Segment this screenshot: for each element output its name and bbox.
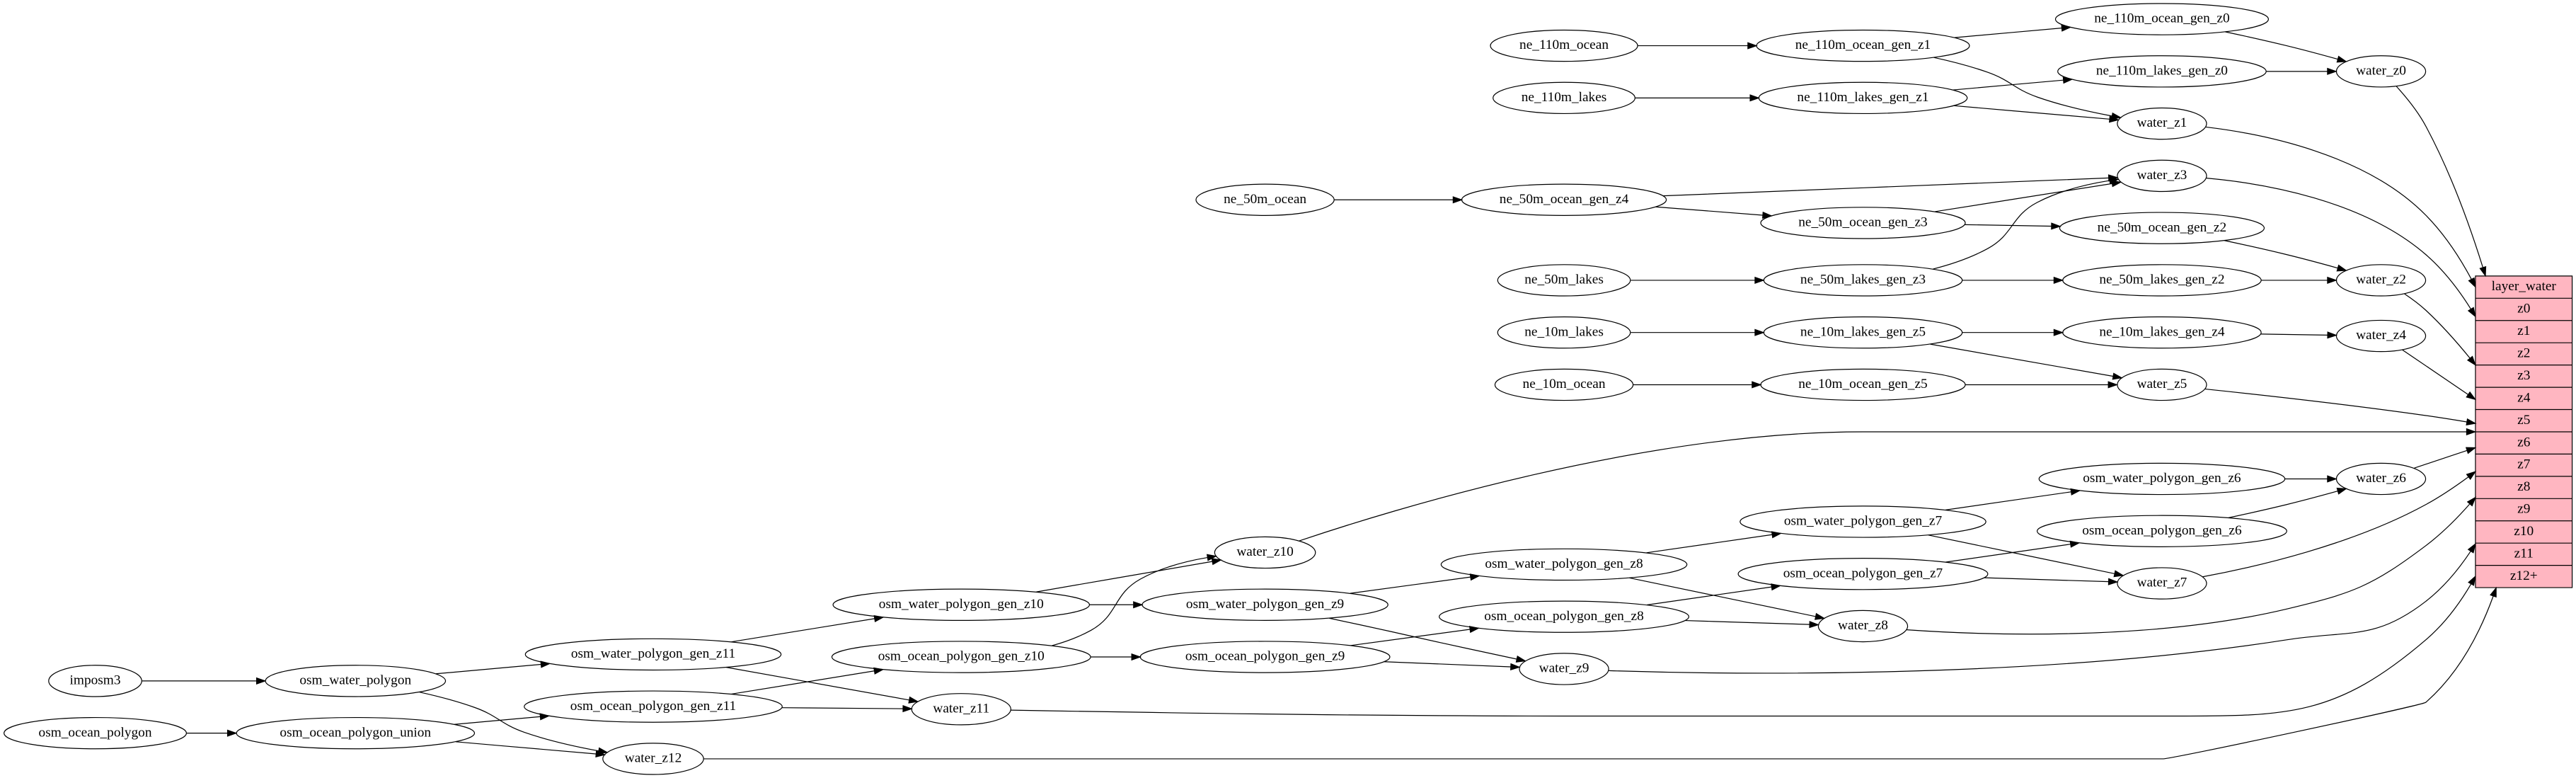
svg-text:z6: z6 bbox=[2517, 435, 2531, 450]
svg-text:osm_ocean_polygon_gen_z7: osm_ocean_polygon_gen_z7 bbox=[1783, 566, 1943, 580]
svg-text:ne_50m_lakes_gen_z2: ne_50m_lakes_gen_z2 bbox=[2099, 273, 2224, 287]
svg-text:ne_110m_ocean_gen_z0: ne_110m_ocean_gen_z0 bbox=[2094, 11, 2229, 26]
svg-text:water_z12: water_z12 bbox=[625, 751, 682, 766]
svg-text:z7: z7 bbox=[2517, 457, 2531, 472]
svg-text:ne_50m_ocean_gen_z3: ne_50m_ocean_gen_z3 bbox=[1798, 214, 1927, 229]
svg-text:ne_10m_ocean: ne_10m_ocean bbox=[1523, 377, 1606, 391]
svg-text:ne_10m_ocean_gen_z5: ne_10m_ocean_gen_z5 bbox=[1798, 377, 1927, 391]
svg-text:water_z10: water_z10 bbox=[1236, 544, 1294, 559]
svg-text:osm_ocean_polygon_gen_z8: osm_ocean_polygon_gen_z8 bbox=[1484, 609, 1643, 624]
svg-text:osm_ocean_polygon_gen_z6: osm_ocean_polygon_gen_z6 bbox=[2082, 523, 2242, 538]
svg-text:water_z4: water_z4 bbox=[2356, 328, 2406, 343]
svg-text:osm_ocean_polygon_gen_z11: osm_ocean_polygon_gen_z11 bbox=[570, 699, 736, 714]
svg-text:osm_ocean_polygon_gen_z9: osm_ocean_polygon_gen_z9 bbox=[1185, 649, 1345, 664]
svg-text:imposm3: imposm3 bbox=[70, 673, 121, 687]
svg-text:osm_water_polygon_gen_z10: osm_water_polygon_gen_z10 bbox=[879, 597, 1044, 612]
svg-text:water_z6: water_z6 bbox=[2356, 471, 2406, 486]
svg-text:water_z3: water_z3 bbox=[2137, 168, 2187, 183]
svg-text:water_z11: water_z11 bbox=[933, 701, 989, 716]
svg-text:water_z1: water_z1 bbox=[2137, 115, 2187, 130]
svg-text:ne_50m_lakes_gen_z3: ne_50m_lakes_gen_z3 bbox=[1800, 273, 1926, 287]
svg-text:z8: z8 bbox=[2517, 479, 2530, 494]
svg-text:z11: z11 bbox=[2514, 547, 2534, 561]
svg-text:osm_water_polygon_gen_z11: osm_water_polygon_gen_z11 bbox=[571, 646, 735, 661]
svg-text:layer_water: layer_water bbox=[2492, 279, 2557, 294]
svg-text:osm_ocean_polygon_union: osm_ocean_polygon_union bbox=[280, 725, 431, 740]
svg-text:ne_10m_lakes_gen_z5: ne_10m_lakes_gen_z5 bbox=[1800, 324, 1926, 339]
svg-text:ne_110m_lakes_gen_z1: ne_110m_lakes_gen_z1 bbox=[1797, 90, 1928, 105]
svg-text:osm_ocean_polygon: osm_ocean_polygon bbox=[39, 725, 152, 740]
svg-text:ne_10m_lakes: ne_10m_lakes bbox=[1524, 324, 1604, 339]
svg-text:z10: z10 bbox=[2514, 524, 2534, 539]
svg-text:z3: z3 bbox=[2517, 368, 2530, 383]
svg-text:z5: z5 bbox=[2517, 413, 2530, 428]
svg-text:water_z7: water_z7 bbox=[2137, 576, 2187, 590]
svg-text:water_z5: water_z5 bbox=[2137, 377, 2187, 391]
svg-text:water_z8: water_z8 bbox=[1838, 618, 1888, 633]
svg-text:z12+: z12+ bbox=[2510, 568, 2538, 583]
svg-text:ne_110m_ocean_gen_z1: ne_110m_ocean_gen_z1 bbox=[1795, 38, 1931, 52]
svg-text:water_z9: water_z9 bbox=[1539, 661, 1589, 676]
svg-text:osm_water_polygon_gen_z6: osm_water_polygon_gen_z6 bbox=[2083, 471, 2241, 486]
svg-text:ne_50m_ocean_gen_z4: ne_50m_ocean_gen_z4 bbox=[1500, 192, 1629, 207]
svg-text:water_z2: water_z2 bbox=[2356, 273, 2406, 287]
svg-text:water_z0: water_z0 bbox=[2356, 63, 2406, 78]
svg-text:osm_water_polygon: osm_water_polygon bbox=[299, 673, 411, 687]
svg-text:z0: z0 bbox=[2517, 302, 2530, 316]
svg-text:ne_50m_ocean: ne_50m_ocean bbox=[1224, 192, 1306, 207]
svg-text:osm_water_polygon_gen_z8: osm_water_polygon_gen_z8 bbox=[1485, 556, 1643, 571]
svg-text:ne_50m_ocean_gen_z2: ne_50m_ocean_gen_z2 bbox=[2098, 220, 2226, 235]
svg-text:z2: z2 bbox=[2517, 346, 2530, 361]
svg-text:ne_50m_lakes: ne_50m_lakes bbox=[1524, 273, 1604, 287]
svg-text:ne_110m_lakes_gen_z0: ne_110m_lakes_gen_z0 bbox=[2096, 63, 2228, 78]
svg-text:z1: z1 bbox=[2517, 324, 2530, 338]
svg-text:ne_110m_ocean: ne_110m_ocean bbox=[1519, 38, 1609, 52]
svg-text:ne_110m_lakes: ne_110m_lakes bbox=[1522, 90, 1607, 105]
svg-text:z9: z9 bbox=[2517, 502, 2530, 517]
svg-text:osm_ocean_polygon_gen_z10: osm_ocean_polygon_gen_z10 bbox=[878, 649, 1045, 664]
svg-text:osm_water_polygon_gen_z7: osm_water_polygon_gen_z7 bbox=[1784, 514, 1943, 529]
svg-text:ne_10m_lakes_gen_z4: ne_10m_lakes_gen_z4 bbox=[2099, 324, 2224, 339]
svg-text:z4: z4 bbox=[2517, 390, 2531, 405]
svg-text:osm_water_polygon_gen_z9: osm_water_polygon_gen_z9 bbox=[1186, 597, 1344, 612]
